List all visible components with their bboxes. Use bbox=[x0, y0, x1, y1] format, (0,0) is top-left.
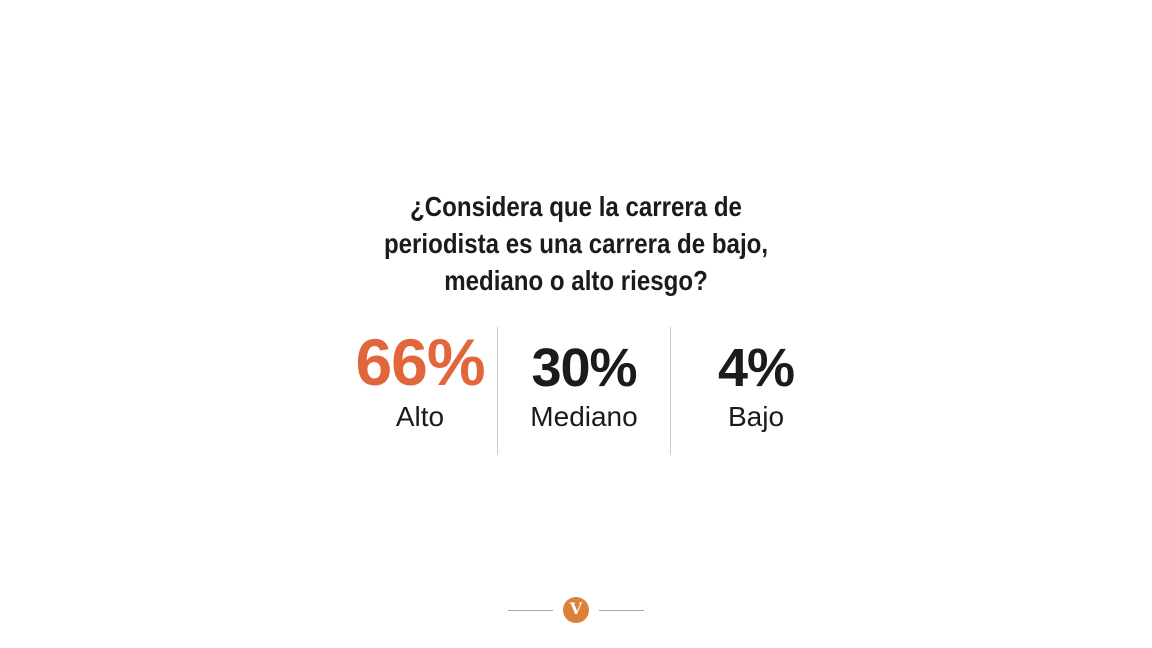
vertical-divider-2 bbox=[670, 327, 671, 455]
stat-value-bajo: 4% bbox=[717, 338, 795, 398]
question-title: ¿Considera que la carrera de periodista … bbox=[81, 188, 1072, 299]
question-title-line-1: ¿Considera que la carrera de bbox=[410, 191, 742, 222]
stats-row: 66% Alto 30% Mediano 4% Bajo bbox=[343, 327, 841, 455]
footer-right-line bbox=[599, 609, 644, 611]
stat-label-bajo: Bajo bbox=[727, 401, 785, 432]
footer-logo-band: V bbox=[0, 597, 1152, 623]
question-title-line-3: mediano o alto riesgo? bbox=[444, 265, 708, 296]
stat-label-alto: Alto bbox=[395, 401, 445, 432]
question-title-line-2: periodista es una carrera de bajo, bbox=[383, 228, 769, 259]
stat-mediano: 30% Mediano bbox=[498, 327, 670, 455]
footer-left-line bbox=[508, 609, 553, 611]
vertical-divider-1 bbox=[497, 327, 498, 455]
stat-alto: 66% Alto bbox=[343, 327, 497, 455]
stat-value-mediano: 30% bbox=[531, 338, 637, 398]
stat-value-alto: 66% bbox=[355, 325, 485, 399]
stat-bajo: 4% Bajo bbox=[671, 327, 841, 455]
brand-logo-icon: V bbox=[563, 597, 589, 623]
stat-label-mediano: Mediano bbox=[530, 401, 638, 432]
brand-logo-letter: V bbox=[569, 599, 583, 618]
